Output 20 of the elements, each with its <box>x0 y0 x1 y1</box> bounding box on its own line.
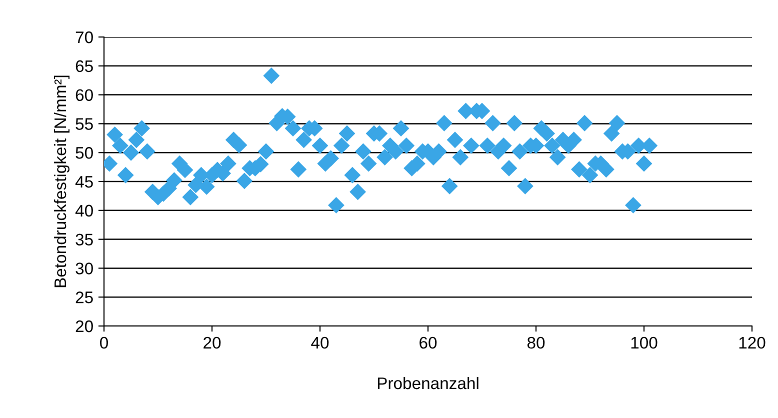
y-tick-label: 65 <box>76 60 93 72</box>
y-tick-label: 25 <box>76 292 93 304</box>
x-tick-label: 80 <box>527 336 545 349</box>
x-tick-label: 120 <box>739 336 766 349</box>
x-tick-label: 20 <box>204 336 221 349</box>
y-tick-label: 20 <box>76 320 93 332</box>
y-axis-title: Betondruckfestigkeit [N/mm²] <box>54 76 70 288</box>
y-tick-label: 30 <box>76 262 93 274</box>
y-tick-label: 40 <box>75 204 93 217</box>
y-tick-label: 70 <box>76 31 93 44</box>
x-tick-label: 0 <box>100 336 108 349</box>
x-tick-label: 100 <box>631 336 658 349</box>
y-tick-label: 35 <box>76 234 93 246</box>
x-tick-label: 60 <box>420 336 437 349</box>
y-tick-label: 50 <box>76 147 93 159</box>
x-axis-title: Probenanzahl <box>378 376 478 390</box>
y-tick-label: 55 <box>76 118 93 130</box>
y-tick-label: 45 <box>75 176 93 188</box>
x-tick-label: 40 <box>311 336 329 349</box>
y-tick-label: 60 <box>76 89 93 102</box>
